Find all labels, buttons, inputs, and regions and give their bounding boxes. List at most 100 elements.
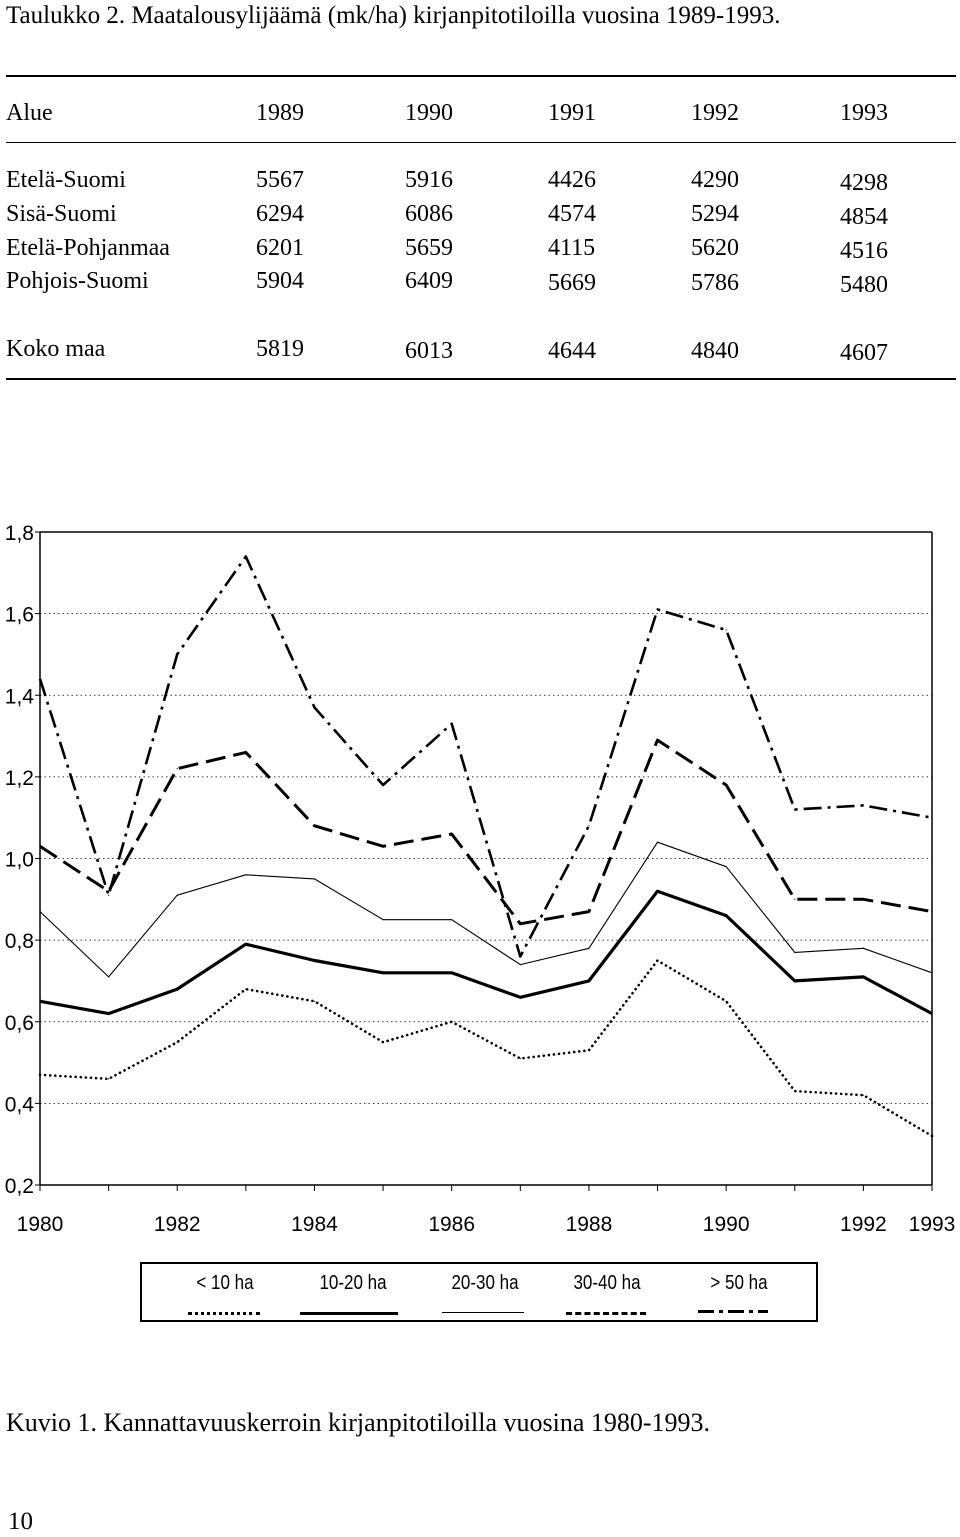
data-point <box>794 898 796 900</box>
series-line-thick <box>39 889 933 1016</box>
data-point <box>588 1049 590 1051</box>
header-cell-year: 1992 <box>691 100 739 126</box>
data-point <box>39 845 41 847</box>
series-line-dashed <box>39 738 933 926</box>
table-cell: 4607 <box>840 340 888 366</box>
table-cell: 4854 <box>840 204 888 230</box>
y-tick-label: 0,6 <box>5 1012 34 1035</box>
data-point <box>931 817 933 819</box>
axis-layer <box>35 531 933 1191</box>
table-cell: 5294 <box>691 201 739 227</box>
data-point <box>245 751 247 754</box>
x-tick-label: 1984 <box>291 1213 338 1236</box>
data-point <box>794 980 796 982</box>
data-point <box>519 955 521 958</box>
x-tick-label: 1986 <box>428 1213 475 1236</box>
table-header-rule <box>6 142 956 143</box>
data-point <box>725 1000 727 1002</box>
table-cell: 4644 <box>548 338 596 364</box>
grid-layer <box>40 613 932 1104</box>
x-tick-label: 1990 <box>703 1213 750 1236</box>
data-point <box>656 890 659 892</box>
data-point <box>245 988 247 990</box>
data-point <box>931 972 933 974</box>
y-tick-label: 1,0 <box>5 849 34 872</box>
table-cell: 6294 <box>256 201 304 227</box>
table-cell: 4426 <box>548 167 596 193</box>
data-point <box>451 1021 453 1023</box>
header-cell-area: Alue <box>6 100 53 126</box>
legend-swatch-dashdot <box>698 1310 768 1313</box>
table-cell: 6409 <box>405 268 453 294</box>
data-point <box>519 923 521 925</box>
page-number: 10 <box>8 1508 33 1535</box>
data-point <box>313 1000 316 1002</box>
tick-label-layer: 1,8 1,6 1,4 1,2 1,0 0,8 0,6 0,4 0,2 1980 1982 1984 1… <box>5 522 956 1236</box>
data-point <box>862 804 865 807</box>
table-cell: 4290 <box>691 167 739 193</box>
data-point <box>245 555 247 558</box>
legend-swatch-dashed <box>566 1312 646 1315</box>
table-cell: 4115 <box>548 235 596 261</box>
table-cell: 4840 <box>691 338 739 364</box>
legend-label: 10-20 ha <box>319 1272 387 1294</box>
table-cell: 5620 <box>691 235 739 261</box>
y-tick-label: 0,8 <box>5 930 34 953</box>
data-point <box>656 959 659 962</box>
legend-swatch-thick <box>300 1312 398 1315</box>
table-cell: 5669 <box>548 270 596 296</box>
data-point <box>931 1135 933 1137</box>
data-point <box>382 972 384 974</box>
data-point <box>588 825 590 827</box>
data-point <box>382 919 384 921</box>
figure-caption: Kuvio 1. Kannattavuuskerroin kirjanpitot… <box>6 1408 711 1437</box>
data-point <box>862 976 865 978</box>
data-point <box>725 915 727 917</box>
table-cell: 6086 <box>405 201 453 227</box>
data-point <box>725 866 727 868</box>
data-point <box>519 1057 521 1060</box>
series-line-dashdot <box>38 555 933 958</box>
data-point <box>39 911 41 913</box>
data-point <box>588 947 590 949</box>
table-cell: 4516 <box>840 238 888 264</box>
data-point <box>382 845 384 847</box>
table-cell: 5480 <box>840 272 888 298</box>
data-point <box>931 911 933 913</box>
header-cell-year: 1993 <box>840 100 888 126</box>
data-point <box>725 629 727 631</box>
y-tick-label: 1,8 <box>5 522 34 545</box>
data-point <box>39 678 41 680</box>
data-point <box>176 894 178 896</box>
row-label: Etelä-Pohjanmaa <box>6 235 170 261</box>
table-bottom-rule <box>6 378 956 380</box>
data-point <box>176 988 178 990</box>
table-cell: 4574 <box>548 201 596 227</box>
table-cell: 5819 <box>256 336 304 362</box>
x-tick-label: 1982 <box>154 1213 201 1236</box>
data-point <box>656 608 659 611</box>
series-layer <box>38 555 934 1138</box>
line-chart: 1,8 1,6 1,4 1,2 1,0 0,8 0,6 0,4 0,2 1980 1982 1984 1… <box>5 522 956 1236</box>
legend-label: 30-40 ha <box>573 1272 641 1294</box>
data-point <box>519 996 521 998</box>
data-point <box>313 878 316 880</box>
table-cell: 5659 <box>405 235 453 261</box>
data-point <box>451 972 453 974</box>
legend-label: 20-30 ha <box>451 1272 519 1294</box>
data-point <box>451 833 453 835</box>
data-point <box>313 825 316 827</box>
data-point <box>39 1000 41 1002</box>
data-point <box>245 874 247 876</box>
data-point <box>656 841 659 843</box>
data-point <box>176 1041 178 1043</box>
data-point <box>108 1078 110 1080</box>
data-point <box>588 911 590 913</box>
legend-swatch-dotted <box>188 1312 260 1315</box>
legend-label: > 50 ha <box>710 1272 768 1294</box>
data-point <box>108 976 110 978</box>
x-tick-label: 1992 <box>840 1213 887 1236</box>
data-point <box>862 947 865 949</box>
data-point <box>656 739 659 741</box>
legend-swatch-thin <box>442 1312 524 1313</box>
